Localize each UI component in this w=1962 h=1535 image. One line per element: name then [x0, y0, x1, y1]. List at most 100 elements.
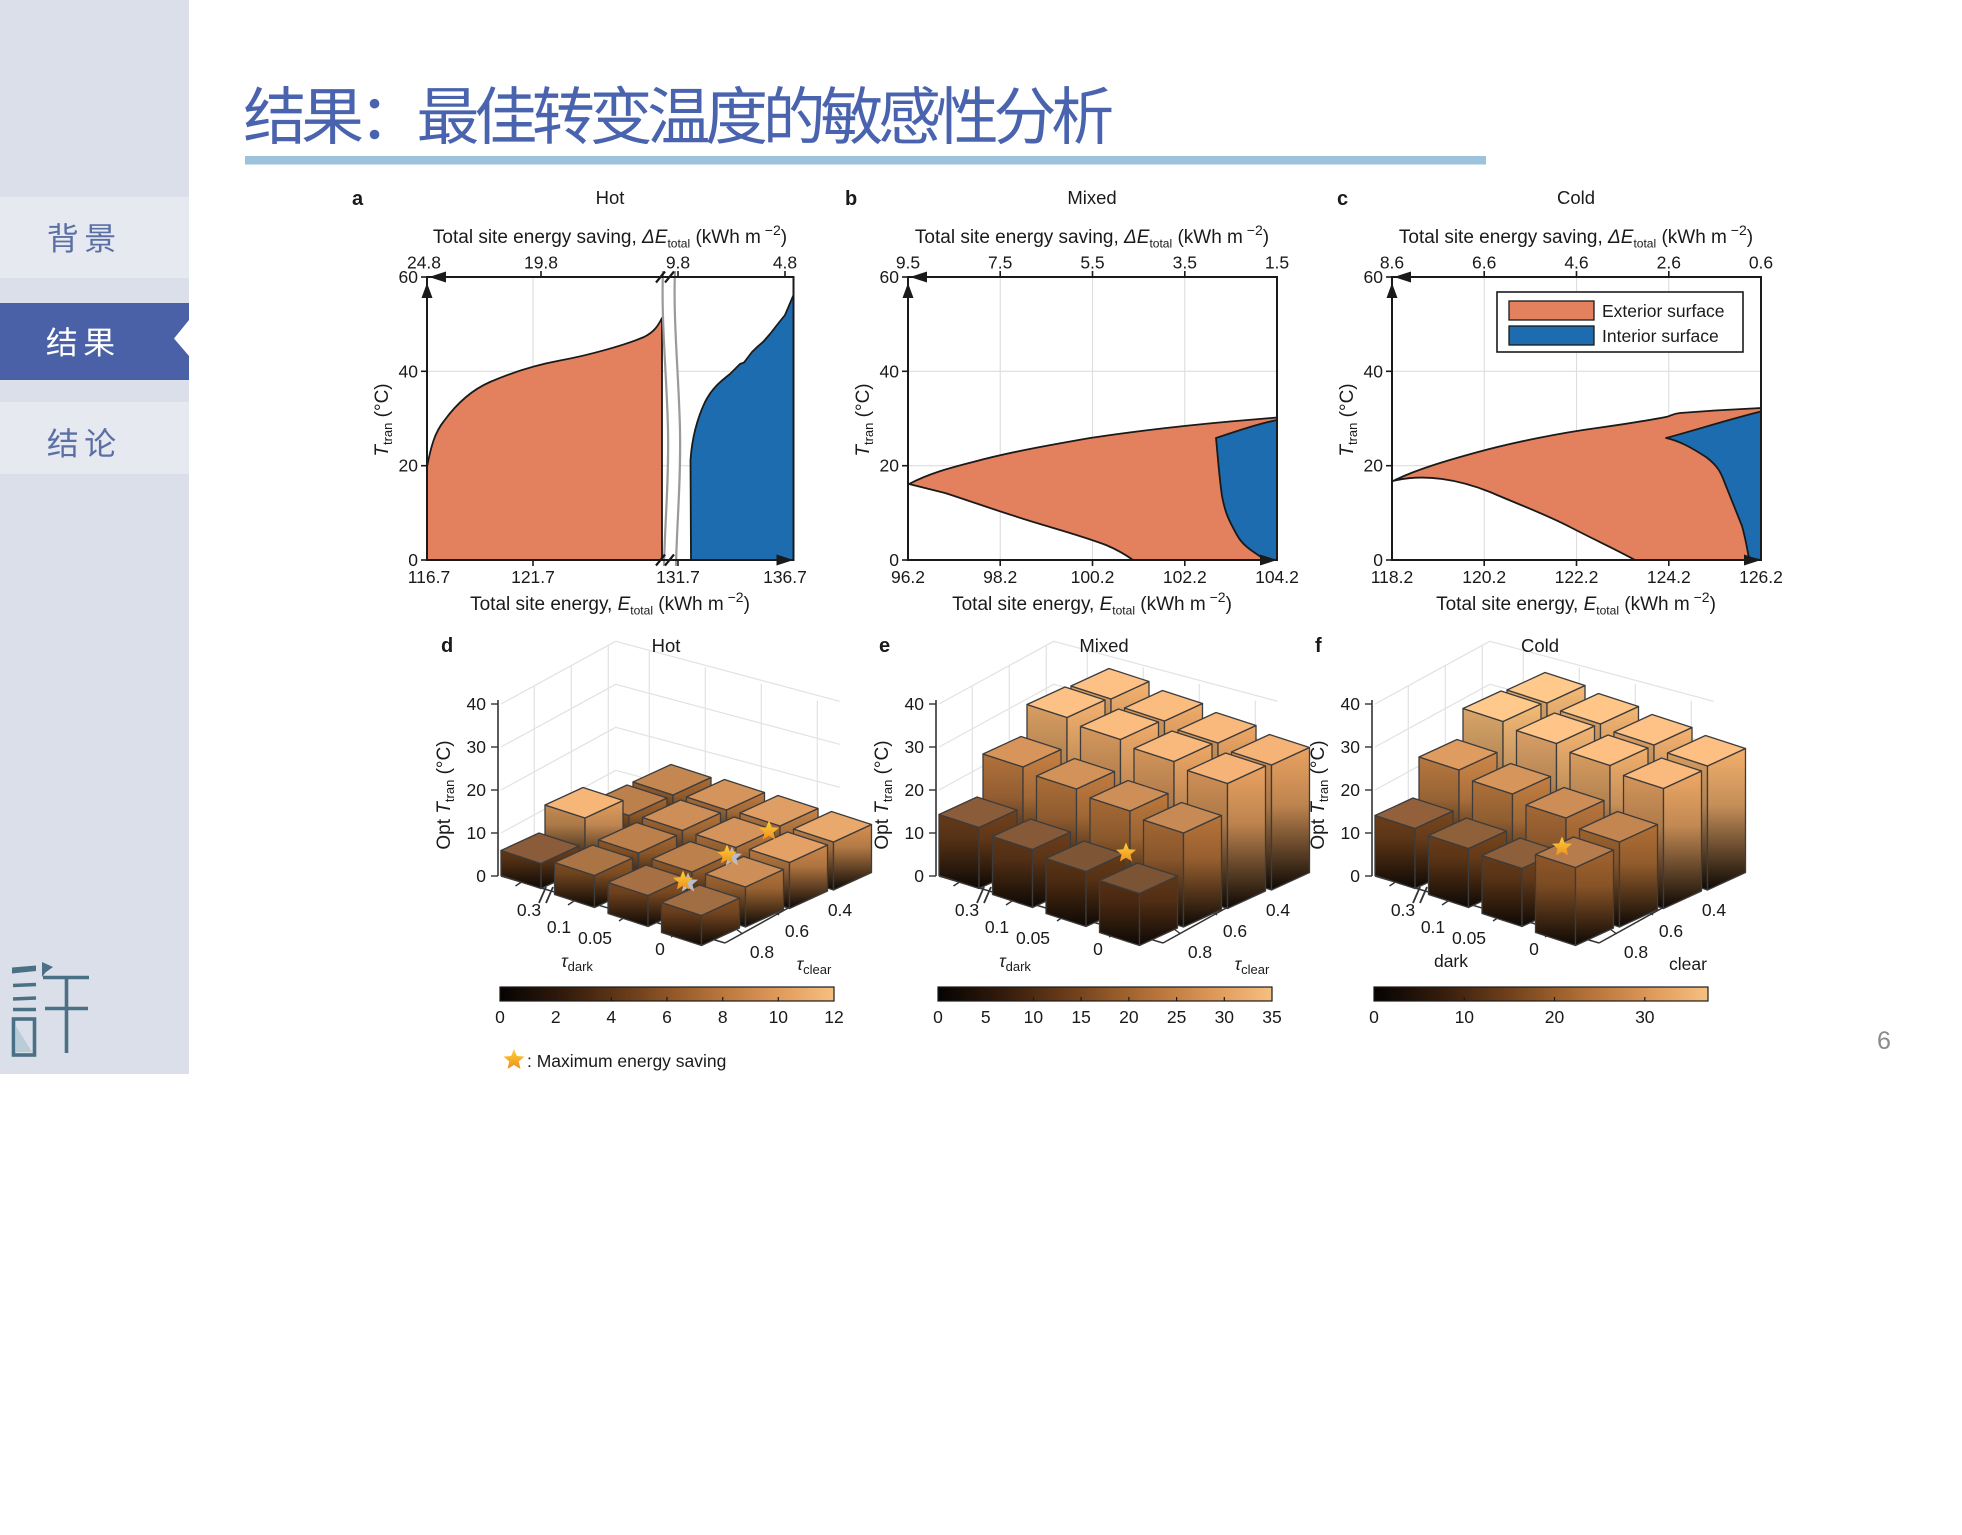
svg-text:Ttran (°C): Ttran (°C) [853, 383, 876, 456]
svg-text:126.2: 126.2 [1739, 567, 1783, 587]
svg-text:100.2: 100.2 [1071, 567, 1115, 587]
svg-text:Total site energy, Etotal (kWh: Total site energy, Etotal (kWh m −2) [952, 589, 1232, 618]
svg-text:7.5: 7.5 [988, 253, 1012, 273]
svg-text:a: a [352, 188, 364, 210]
svg-text:0.05: 0.05 [578, 928, 612, 948]
svg-text:2.6: 2.6 [1657, 253, 1681, 273]
svg-text:0.6: 0.6 [1223, 921, 1247, 941]
svg-text:20: 20 [1364, 456, 1384, 476]
svg-text:0.4: 0.4 [828, 900, 853, 920]
svg-text:Total site energy, Etotal (kWh: Total site energy, Etotal (kWh m −2) [470, 589, 750, 618]
svg-text:122.2: 122.2 [1555, 567, 1599, 587]
svg-text:40: 40 [1341, 694, 1361, 714]
svg-text:10: 10 [467, 823, 487, 843]
svg-text:d: d [441, 635, 453, 657]
svg-text:τdark: τdark [999, 951, 1031, 974]
svg-text:0.6: 0.6 [1749, 253, 1773, 273]
svg-text:f: f [1315, 635, 1322, 657]
svg-text:0.4: 0.4 [1266, 900, 1291, 920]
svg-text:40: 40 [880, 361, 900, 381]
svg-text:4.6: 4.6 [1564, 253, 1588, 273]
svg-text:e: e [879, 635, 890, 657]
svg-text:24.8: 24.8 [407, 253, 441, 273]
svg-text:0.8: 0.8 [750, 942, 774, 962]
svg-text:10: 10 [769, 1007, 789, 1027]
svg-text:0.3: 0.3 [1391, 900, 1415, 920]
svg-text:6.6: 6.6 [1472, 253, 1496, 273]
svg-text:0.1: 0.1 [1421, 917, 1445, 937]
svg-text:dark: dark [1434, 951, 1468, 971]
svg-text:clear: clear [1669, 954, 1707, 974]
svg-text:: Maximum energy saving: : Maximum energy saving [527, 1051, 726, 1071]
svg-text:Hot: Hot [596, 187, 625, 208]
svg-text:2: 2 [551, 1007, 561, 1027]
svg-text:6: 6 [1877, 1027, 1891, 1055]
svg-text:0.4: 0.4 [1702, 900, 1727, 920]
svg-text:40: 40 [399, 361, 419, 381]
svg-text:τclear: τclear [1235, 954, 1270, 977]
svg-text:Mixed: Mixed [1079, 635, 1128, 656]
svg-text:98.2: 98.2 [983, 567, 1017, 587]
svg-text:120.2: 120.2 [1462, 567, 1506, 587]
svg-text:30: 30 [1635, 1007, 1655, 1027]
svg-text:20: 20 [399, 456, 419, 476]
svg-text:Mixed: Mixed [1067, 187, 1116, 208]
svg-text:0.1: 0.1 [985, 917, 1009, 937]
svg-text:Opt Ttran (°C): Opt Ttran (°C) [872, 740, 895, 849]
svg-text:116.7: 116.7 [408, 567, 451, 587]
svg-text:5.5: 5.5 [1080, 253, 1104, 273]
svg-text:0: 0 [933, 1007, 943, 1027]
svg-text:0.05: 0.05 [1452, 928, 1486, 948]
svg-text:Cold: Cold [1557, 187, 1595, 208]
svg-text:0.1: 0.1 [547, 917, 571, 937]
svg-text:c: c [1337, 188, 1348, 210]
svg-text:Opt Ttran (°C): Opt Ttran (°C) [434, 740, 457, 849]
svg-text:0: 0 [914, 866, 924, 886]
svg-text:118.2: 118.2 [1371, 567, 1414, 587]
svg-text:0: 0 [655, 939, 665, 959]
svg-text:136.7: 136.7 [763, 567, 807, 587]
svg-text:40: 40 [1364, 361, 1384, 381]
svg-text:0: 0 [1373, 550, 1383, 570]
svg-text:10: 10 [1341, 823, 1361, 843]
svg-text:20: 20 [1545, 1007, 1565, 1027]
svg-text:30: 30 [905, 737, 925, 757]
svg-text:60: 60 [1364, 267, 1384, 287]
svg-text:0.05: 0.05 [1016, 928, 1050, 948]
svg-text:8.6: 8.6 [1380, 253, 1404, 273]
svg-text:0: 0 [495, 1007, 505, 1027]
svg-text:Cold: Cold [1521, 635, 1559, 656]
svg-text:30: 30 [467, 737, 487, 757]
svg-text:40: 40 [905, 694, 925, 714]
svg-text:35: 35 [1262, 1007, 1281, 1027]
svg-text:Hot: Hot [652, 635, 681, 656]
svg-text:19.8: 19.8 [524, 253, 558, 273]
svg-text:10: 10 [1024, 1007, 1044, 1027]
svg-text:25: 25 [1167, 1007, 1186, 1027]
svg-text:b: b [845, 188, 857, 210]
svg-text:0.3: 0.3 [955, 900, 979, 920]
svg-text:121.7: 121.7 [511, 567, 555, 587]
svg-text:3.5: 3.5 [1173, 253, 1197, 273]
svg-text:124.2: 124.2 [1647, 567, 1691, 587]
svg-text:40: 40 [467, 694, 487, 714]
svg-text:104.2: 104.2 [1255, 567, 1299, 587]
svg-text:0: 0 [889, 550, 899, 570]
svg-text:0: 0 [408, 550, 418, 570]
svg-text:0: 0 [476, 866, 486, 886]
svg-text:6: 6 [662, 1007, 672, 1027]
svg-text:0: 0 [1093, 939, 1103, 959]
svg-text:4: 4 [606, 1007, 616, 1027]
svg-text:30: 30 [1341, 737, 1361, 757]
svg-text:10: 10 [905, 823, 925, 843]
svg-text:0.8: 0.8 [1624, 942, 1648, 962]
svg-text:0.6: 0.6 [785, 921, 809, 941]
svg-text:20: 20 [1119, 1007, 1139, 1027]
svg-text:9.5: 9.5 [896, 253, 920, 273]
svg-text:8: 8 [718, 1007, 728, 1027]
svg-text:12: 12 [824, 1007, 843, 1027]
svg-text:102.2: 102.2 [1163, 567, 1207, 587]
svg-text:τdark: τdark [561, 951, 593, 974]
svg-text:1.5: 1.5 [1265, 253, 1289, 273]
svg-text:Opt Ttran (°C): Opt Ttran (°C) [1308, 740, 1331, 849]
